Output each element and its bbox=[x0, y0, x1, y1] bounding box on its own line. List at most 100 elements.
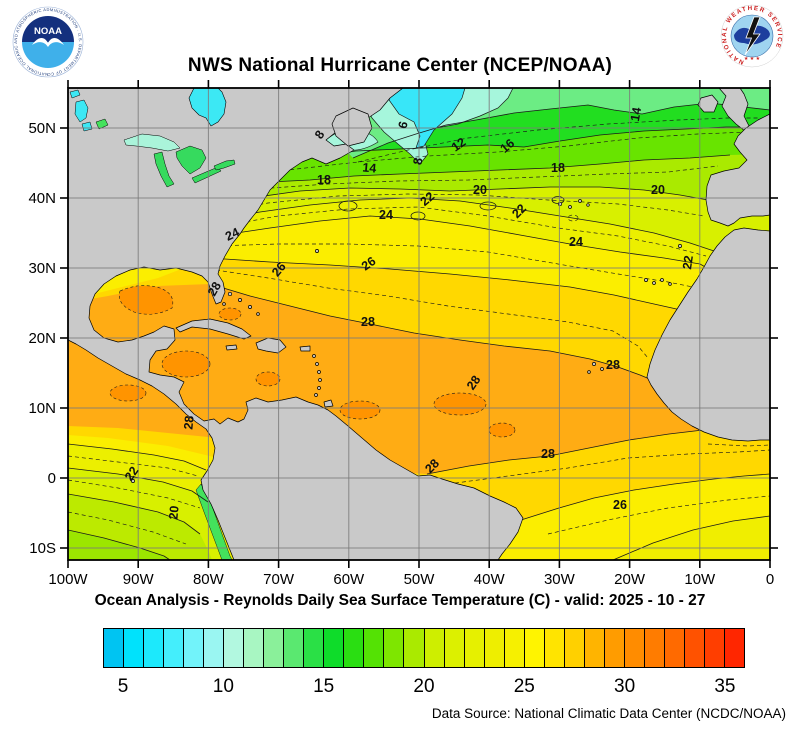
x-axis-label: 30W bbox=[544, 571, 576, 588]
noaa-logo-sea bbox=[22, 42, 74, 68]
colorbar-cell bbox=[304, 629, 325, 667]
x-axis-label: 60W bbox=[333, 571, 365, 588]
colorbar-cell bbox=[684, 629, 705, 667]
colorbar-tick-label: 10 bbox=[212, 676, 234, 697]
colorbar-tick-label: 25 bbox=[513, 676, 535, 697]
contour-label: 22 bbox=[680, 255, 696, 271]
y-axis-label: 10S bbox=[29, 540, 56, 557]
contour-label: 28 bbox=[464, 373, 483, 392]
contour-label: 20 bbox=[651, 183, 665, 197]
colorbar-cell bbox=[364, 629, 385, 667]
colorbar-cell bbox=[184, 629, 205, 667]
land-puerto-rico bbox=[299, 345, 311, 352]
colorbar-cell bbox=[284, 629, 305, 667]
colorbar-cell bbox=[464, 629, 485, 667]
contour-label: 28 bbox=[181, 415, 196, 430]
noaa-acronym: NOAA bbox=[34, 26, 62, 37]
contour-label: 22 bbox=[122, 464, 141, 483]
contour-label: 26 bbox=[613, 498, 627, 512]
x-axis-label: 100W bbox=[48, 571, 88, 588]
contour-label: 8 bbox=[411, 157, 426, 166]
contour-label: 6 bbox=[395, 120, 410, 130]
y-axis-label: 0 bbox=[48, 470, 56, 487]
graticule bbox=[68, 88, 770, 560]
x-axis-label: 0 bbox=[766, 571, 774, 588]
contour-label: 18 bbox=[551, 161, 565, 175]
contour-label: 28 bbox=[541, 447, 555, 461]
y-axis-label: 50N bbox=[28, 120, 56, 137]
contour-label: 12 bbox=[449, 135, 468, 154]
contour-label: 28 bbox=[606, 358, 620, 372]
page-title: NWS National Hurricane Center (NCEP/NOAA… bbox=[187, 55, 613, 76]
map-layers bbox=[68, 88, 770, 560]
contour-label: 26 bbox=[359, 254, 378, 273]
contour-label: 14 bbox=[362, 160, 377, 175]
contour-label: 24 bbox=[379, 208, 393, 222]
x-axis-label: 50W bbox=[404, 571, 436, 588]
colorbar-cell bbox=[644, 629, 665, 667]
sst-map-figure: 6 8 8 12 16 14 14 18 18 20 20 22 22 24 24 24 22 26 26 28 28 2… bbox=[0, 80, 800, 595]
colorbar-cell bbox=[104, 629, 125, 667]
colorbar-cell bbox=[724, 629, 744, 667]
colorbar-cell bbox=[584, 629, 605, 667]
x-axis-label: 20W bbox=[614, 571, 646, 588]
colorbar-cell bbox=[444, 629, 465, 667]
x-axis-label: 10W bbox=[684, 571, 716, 588]
colorbar-cell bbox=[144, 629, 165, 667]
contour-label: 14 bbox=[628, 106, 644, 122]
colorbar-cell bbox=[424, 629, 445, 667]
colorbar-cell bbox=[244, 629, 265, 667]
contour-label: 28 bbox=[205, 279, 224, 298]
x-axis-label: 80W bbox=[193, 571, 225, 588]
colorbar-cell bbox=[264, 629, 285, 667]
colorbar-cell bbox=[664, 629, 685, 667]
colorbar-cell bbox=[484, 629, 505, 667]
colorbar-cell bbox=[504, 629, 525, 667]
colorbar bbox=[103, 628, 745, 668]
land-jamaica bbox=[225, 344, 238, 351]
colorbar-cell bbox=[124, 629, 145, 667]
noaa-logo-sky bbox=[22, 16, 74, 42]
colorbar-cell bbox=[164, 629, 185, 667]
contour-label: 24 bbox=[223, 225, 242, 244]
contour-label: 18 bbox=[317, 173, 331, 187]
lightning-bolt-icon bbox=[744, 16, 761, 56]
nws-logo: NATIONAL WEATHER SERVICE ★ ★ ★ bbox=[720, 4, 784, 68]
nws-stars: ★ ★ ★ bbox=[744, 56, 761, 62]
colorbar-cell bbox=[544, 629, 565, 667]
seagull-icon bbox=[32, 38, 64, 47]
colorbar-cell bbox=[604, 629, 625, 667]
colorbar-cell bbox=[524, 629, 545, 667]
canada-lakes bbox=[69, 89, 109, 132]
colorbar-labels: 5 10 15 20 25 30 35 bbox=[103, 676, 745, 700]
land-ireland bbox=[697, 94, 719, 113]
colorbar-cell bbox=[224, 629, 245, 667]
y-axis-label: 30N bbox=[28, 260, 56, 277]
colorbar-tick-label: 20 bbox=[413, 676, 435, 697]
land-north-south-america bbox=[68, 88, 524, 560]
small-islands bbox=[131, 199, 682, 483]
colorbar-cell bbox=[204, 629, 225, 667]
contour-label: 24 bbox=[569, 235, 583, 249]
colorbar-cell bbox=[344, 629, 365, 667]
colorbar-cell bbox=[384, 629, 405, 667]
y-axis-label: 20N bbox=[28, 330, 56, 347]
colorbar-tick-label: 15 bbox=[313, 676, 335, 697]
hudson-bay bbox=[188, 88, 227, 127]
axes: 100W 90W 80W 70W 60W 50W 40W 30W 20W 10W 0 50N 40N 30… bbox=[28, 80, 778, 588]
colorbar-cell bbox=[324, 629, 345, 667]
x-axis-label: 70W bbox=[263, 571, 295, 588]
y-axis-label: 10N bbox=[28, 400, 56, 417]
x-axis-label: 40W bbox=[474, 571, 506, 588]
noaa-logo: NATIONAL OCEANIC AND ATMOSPHERIC ADMINIS… bbox=[12, 6, 84, 78]
y-axis-label: 40N bbox=[28, 190, 56, 207]
contour-label: 20 bbox=[166, 505, 181, 520]
map-caption: Ocean Analysis - Reynolds Daily Sea Surf… bbox=[94, 592, 706, 609]
colorbar-cell bbox=[624, 629, 645, 667]
colorbar-tick-label: 5 bbox=[117, 676, 129, 697]
land-trinidad bbox=[323, 399, 334, 408]
colorbar-tick-label: 30 bbox=[614, 676, 636, 697]
colorbar-cell bbox=[564, 629, 585, 667]
